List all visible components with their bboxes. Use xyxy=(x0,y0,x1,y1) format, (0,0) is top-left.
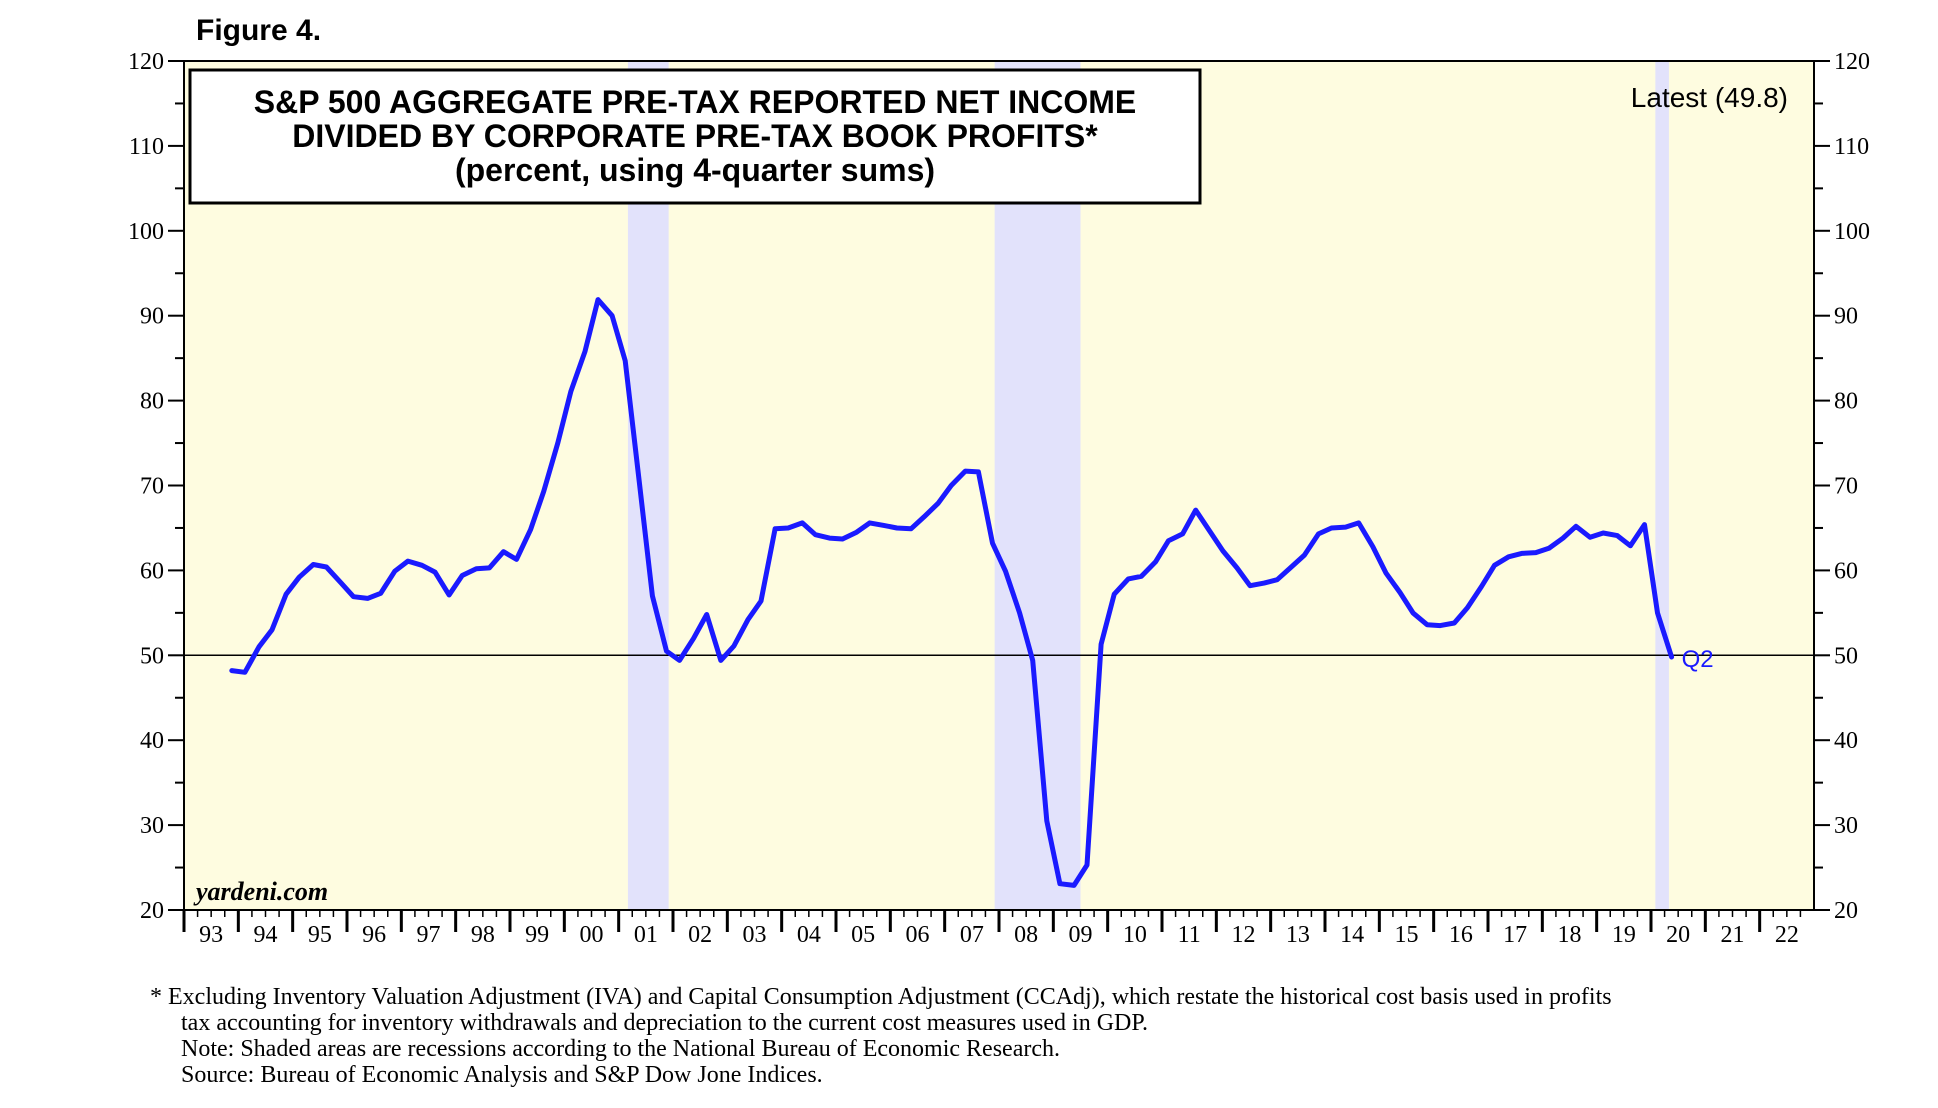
y-tick-label-right: 100 xyxy=(1834,219,1870,245)
x-tick-label: 04 xyxy=(797,922,821,948)
source-watermark: yardeni.com xyxy=(193,877,328,906)
x-tick-label: 03 xyxy=(743,922,767,948)
y-tick-label-right: 40 xyxy=(1834,728,1858,754)
y-tick-label-right: 60 xyxy=(1834,558,1858,584)
y-tick-label-right: 120 xyxy=(1834,49,1870,75)
y-tick-label-left: 40 xyxy=(140,728,164,754)
chart-subtitle: (percent, using 4-quarter sums) xyxy=(455,152,935,188)
y-tick-label-left: 70 xyxy=(140,474,164,500)
figure-label: Figure 4. xyxy=(196,14,321,47)
x-tick-label: 98 xyxy=(471,922,495,948)
x-tick-label: 07 xyxy=(960,922,984,948)
y-tick-label-left: 60 xyxy=(140,558,164,584)
y-tick-label-left: 120 xyxy=(128,49,164,75)
last-point-annotation: Q2 xyxy=(1682,646,1714,673)
y-tick-label-right: 80 xyxy=(1834,389,1858,415)
x-tick-label: 13 xyxy=(1286,922,1310,948)
x-tick-label: 08 xyxy=(1014,922,1038,948)
y-axis-right-labels: 20 30 40 50 60 70 80 90 100 110 120 xyxy=(1834,49,1870,924)
y-tick-label-right: 30 xyxy=(1834,813,1858,839)
x-tick-label: 95 xyxy=(308,922,332,948)
footnotes: * Excluding Inventory Valuation Adjustme… xyxy=(150,984,1612,1088)
x-tick-label: 19 xyxy=(1612,922,1636,948)
y-tick-label-left: 90 xyxy=(140,304,164,330)
x-tick-label: 11 xyxy=(1178,922,1201,948)
y-axis-left-labels: 20 30 40 50 60 70 80 90 100 110 120 xyxy=(128,49,164,924)
x-tick-label: 06 xyxy=(906,922,930,948)
footnote-note: Note: Shaded areas are recessions accord… xyxy=(181,1036,1060,1062)
x-tick-label: 16 xyxy=(1449,922,1473,948)
footnote-source: Source: Bureau of Economic Analysis and … xyxy=(181,1062,823,1088)
x-tick-label: 93 xyxy=(199,922,223,948)
x-tick-label: 01 xyxy=(634,922,658,948)
y-tick-label-left: 20 xyxy=(140,898,164,924)
y-tick-label-left: 30 xyxy=(140,813,164,839)
x-tick-label: 22 xyxy=(1775,922,1799,948)
x-tick-label: 99 xyxy=(525,922,549,948)
latest-value-annotation: Latest (49.8) xyxy=(1631,82,1788,113)
x-tick-label: 17 xyxy=(1503,922,1527,948)
x-tick-label: 94 xyxy=(254,922,278,948)
axes-ticks xyxy=(168,60,1830,932)
y-tick-label-right: 50 xyxy=(1834,643,1858,669)
y-tick-label-left: 110 xyxy=(129,134,164,160)
x-tick-label: 15 xyxy=(1395,922,1419,948)
x-tick-label: 21 xyxy=(1721,922,1745,948)
chart-title-line-2: DIVIDED BY CORPORATE PRE-TAX BOOK PROFIT… xyxy=(292,118,1098,154)
x-tick-label: 09 xyxy=(1069,922,1093,948)
y-tick-label-left: 100 xyxy=(128,219,164,245)
y-tick-label-left: 80 xyxy=(140,389,164,415)
series-line xyxy=(229,297,1675,888)
y-tick-label-right: 110 xyxy=(1834,134,1869,160)
y-tick-label-right: 70 xyxy=(1834,474,1858,500)
x-tick-label: 96 xyxy=(362,922,386,948)
recession-band-3 xyxy=(1655,61,1669,910)
y-tick-label-right: 20 xyxy=(1834,898,1858,924)
plot-frame xyxy=(183,60,1815,911)
x-tick-label: 14 xyxy=(1340,922,1364,948)
x-tick-label: 12 xyxy=(1232,922,1256,948)
footnote-continuation: tax accounting for inventory withdrawals… xyxy=(181,1010,1148,1036)
chart-title-line-1: S&P 500 AGGREGATE PRE-TAX REPORTED NET I… xyxy=(254,84,1137,120)
x-tick-label: 02 xyxy=(688,922,712,948)
x-tick-label: 20 xyxy=(1666,922,1690,948)
x-tick-label: 10 xyxy=(1123,922,1147,948)
x-tick-label: 97 xyxy=(417,922,441,948)
x-axis-labels: 93 94 95 96 97 98 99 00 01 02 03 04 05 06 07 08 09 10 11 12… xyxy=(199,922,1799,948)
y-tick-label-right: 90 xyxy=(1834,304,1858,330)
x-tick-label: 05 xyxy=(851,922,875,948)
y-tick-label-left: 50 xyxy=(140,643,164,669)
footnote-asterisk: * Excluding Inventory Valuation Adjustme… xyxy=(150,984,1612,1010)
title-box: S&P 500 AGGREGATE PRE-TAX REPORTED NET I… xyxy=(188,68,1202,205)
title-box-frame xyxy=(188,68,1202,205)
x-tick-label: 18 xyxy=(1558,922,1582,948)
x-tick-label: 00 xyxy=(580,922,604,948)
